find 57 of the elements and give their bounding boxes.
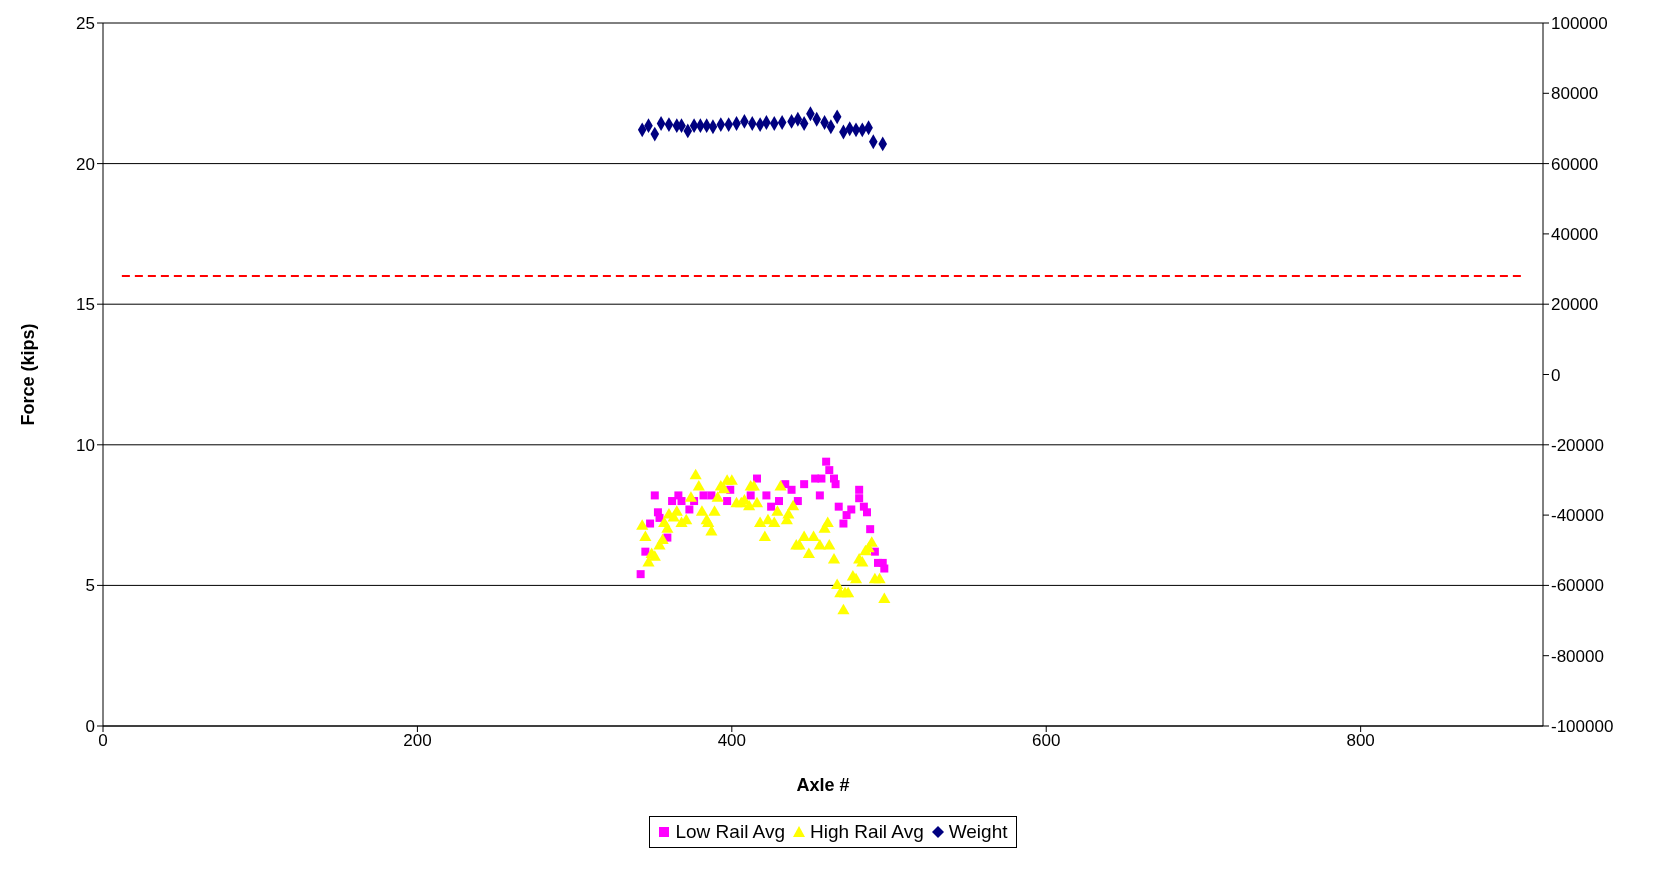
point bbox=[822, 457, 831, 466]
y2-tick-label: 20000 bbox=[1551, 295, 1599, 315]
y-tick-label: 25 bbox=[76, 14, 95, 34]
point bbox=[668, 497, 677, 506]
y-axis-title: Force (kips) bbox=[18, 323, 39, 426]
point bbox=[774, 497, 783, 506]
point bbox=[752, 474, 761, 483]
point bbox=[825, 466, 834, 475]
point bbox=[685, 505, 694, 514]
y2-tick-label: 80000 bbox=[1551, 84, 1599, 104]
point bbox=[866, 525, 875, 534]
point bbox=[707, 491, 716, 500]
point bbox=[646, 519, 655, 528]
x-tick-label: 600 bbox=[1032, 731, 1061, 751]
y2-tick-label: -60000 bbox=[1551, 576, 1604, 596]
x-tick-label: 200 bbox=[403, 731, 432, 751]
point bbox=[863, 508, 872, 517]
y2-tick-label: 100000 bbox=[1551, 14, 1608, 34]
point bbox=[815, 491, 824, 500]
point bbox=[880, 564, 889, 573]
point bbox=[817, 474, 826, 483]
point bbox=[793, 497, 802, 506]
point bbox=[650, 491, 659, 500]
y-tick-label: 5 bbox=[85, 576, 95, 596]
point bbox=[839, 519, 848, 528]
point bbox=[723, 497, 732, 506]
point bbox=[787, 485, 796, 494]
point bbox=[762, 491, 771, 500]
point bbox=[677, 497, 686, 506]
point bbox=[834, 502, 843, 511]
point bbox=[855, 485, 864, 494]
y-tick-label: 0 bbox=[85, 717, 95, 737]
point bbox=[636, 570, 645, 579]
x-tick-label: 800 bbox=[1346, 731, 1375, 751]
legend-label: High Rail Avg bbox=[809, 821, 924, 843]
point bbox=[847, 505, 856, 514]
y-tick-label: 20 bbox=[76, 154, 95, 174]
point bbox=[831, 480, 840, 489]
y2-tick-label: -100000 bbox=[1551, 717, 1614, 737]
point bbox=[746, 491, 755, 500]
x-axis-title: Axle # bbox=[796, 775, 850, 795]
point bbox=[855, 494, 864, 503]
y2-tick-label: 0 bbox=[1551, 365, 1561, 385]
point bbox=[641, 547, 650, 556]
y-tick-label: 10 bbox=[76, 435, 95, 455]
x-tick-label: 0 bbox=[98, 731, 108, 751]
y2-tick-label: -20000 bbox=[1551, 435, 1604, 455]
legend-label: Low Rail Avg bbox=[675, 821, 785, 843]
y2-tick-label: 40000 bbox=[1551, 224, 1599, 244]
legend-label: Weight bbox=[948, 821, 1008, 843]
point bbox=[767, 502, 776, 511]
y2-tick-label: -40000 bbox=[1551, 506, 1604, 526]
x-tick-label: 400 bbox=[717, 731, 747, 751]
y2-tick-label: 60000 bbox=[1551, 154, 1599, 174]
y2-tick-label: -80000 bbox=[1551, 646, 1604, 666]
point bbox=[800, 480, 809, 489]
y-tick-label: 15 bbox=[76, 295, 95, 315]
